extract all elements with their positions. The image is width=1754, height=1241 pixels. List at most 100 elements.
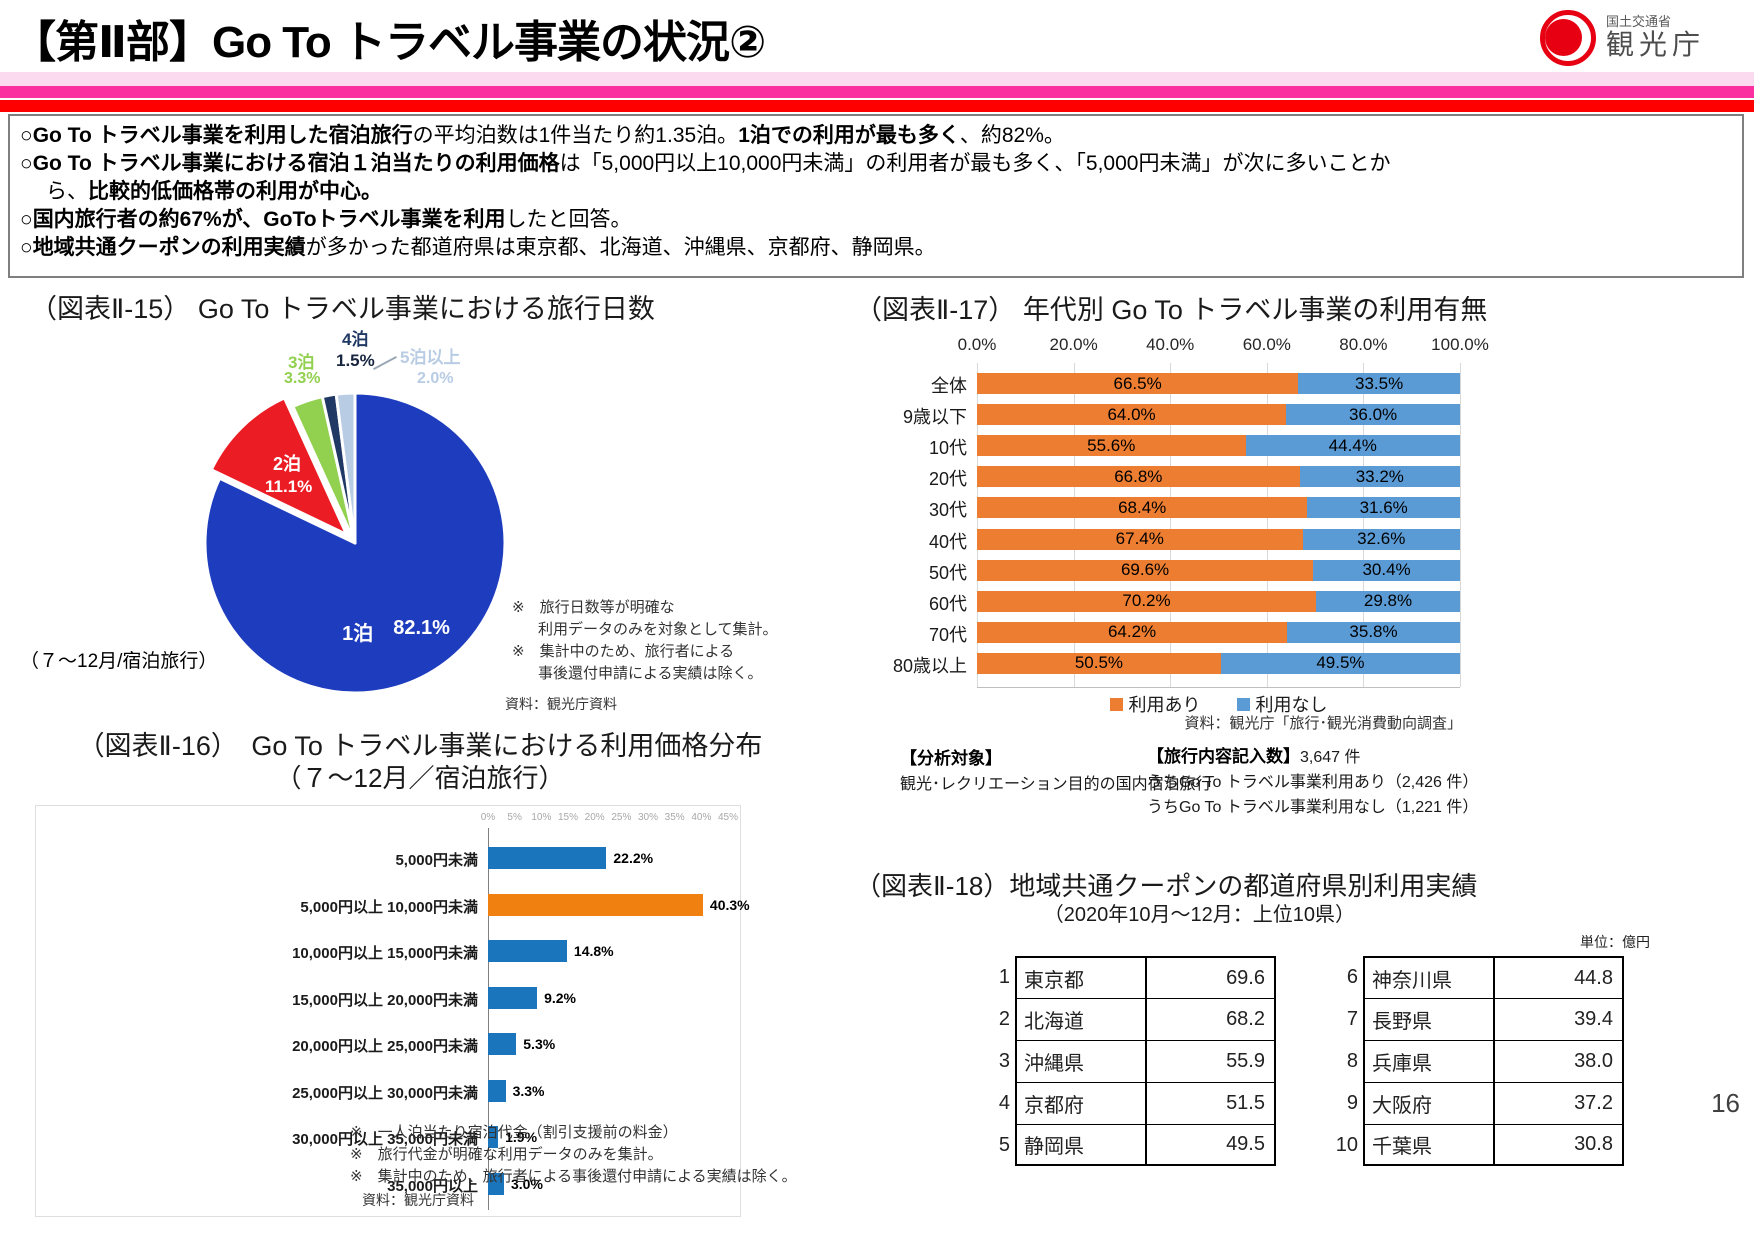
- fig18-unit-label: 単位：億円: [1580, 934, 1650, 950]
- bar-row: 64.0% 36.0%: [977, 404, 1460, 426]
- bar: [488, 1033, 517, 1055]
- category-label: 20,000円以上 25,000円未満: [292, 1038, 478, 1055]
- pie-value-1haku: 82.1%: [393, 617, 450, 639]
- bullet-marker: ○: [20, 208, 33, 231]
- bar-value-label: 14.8%: [573, 943, 614, 959]
- category-label: 30,000円以上 35,000円未満: [292, 1131, 478, 1148]
- x-axis-tick: 5%: [507, 812, 522, 823]
- row-cells: 京都府 51.5: [1015, 1082, 1276, 1124]
- table-row: 2 北海道 68.2: [940, 998, 1276, 1040]
- bar: [488, 1172, 504, 1195]
- gridline: [977, 363, 978, 687]
- legend: 利用あり 利用なし: [977, 691, 1460, 717]
- category-label: 15,000円以上 20,000円未満: [292, 991, 478, 1009]
- row-cells: 静岡県 49.5: [1015, 1124, 1276, 1166]
- bar: [488, 1126, 499, 1148]
- category-label: 全体: [931, 376, 967, 396]
- agency-logo-dot: [1545, 19, 1582, 56]
- pie-value-3haku: 3.3%: [284, 370, 321, 387]
- fig16-notes: ※ 一人泊当たり宿泊代金（割引支援前の料金） ※ 旅行代金が明確な利用データのみ…: [350, 1122, 797, 1188]
- x-axis-tick: 45%: [717, 812, 739, 823]
- summary-text: Go To トラベル事業を利用した宿泊旅行: [32, 124, 413, 147]
- agency-logo-icon: [1540, 10, 1596, 66]
- x-axis-tick: 20%: [584, 812, 605, 823]
- fig15-notes: ※ 旅行日数等が明確な 利用データのみを対象として集計。 ※ 集計中のため、旅行…: [512, 597, 778, 685]
- bar-value-label: 70.2%: [1122, 591, 1171, 611]
- legend-swatch: [1236, 697, 1250, 711]
- category-label: 20代: [928, 469, 967, 490]
- fig18-table-right: 6 神奈川県 44.8 7 長野県 39.4 8 兵庫県 38.0 9 大阪府 37.2 10 千葉県 30…: [1288, 956, 1624, 1166]
- bar-row: 66.8% 33.2%: [977, 466, 1460, 488]
- rank-cell: 1: [998, 965, 1010, 988]
- bar-row: 66.5% 33.5%: [977, 373, 1460, 394]
- bar-value-label: 67.4%: [1115, 529, 1164, 548]
- bar: [488, 893, 703, 916]
- bar: [488, 940, 567, 962]
- bar-value-label: 69.6%: [1120, 560, 1170, 580]
- rank-cell: 10: [1335, 1133, 1358, 1156]
- fig17-entry-count: 【旅行内容記入数】3,647 件 うちGo To トラベル事業利用あり（2,42…: [1147, 744, 1478, 820]
- bar-value-label: 66.8%: [1114, 466, 1163, 486]
- table-row: 3 沖縄県 55.9: [940, 1040, 1276, 1082]
- x-axis-tick: 40.0%: [1146, 335, 1195, 354]
- row-cells: 北海道 68.2: [1015, 998, 1276, 1040]
- row-cells: 兵庫県 38.0: [1363, 1040, 1624, 1082]
- category-label: 10,000円以上 15,000円未満: [292, 945, 478, 962]
- summary-text: したと回答。: [505, 208, 632, 231]
- bar-value-label: 64.2%: [1107, 622, 1157, 642]
- agency-logo-texts: 国土交通省 観光庁: [1606, 15, 1705, 60]
- value-cell: 37.2: [1574, 1092, 1613, 1114]
- bar-segment-利用あり: 69.6%: [977, 559, 1314, 581]
- prefecture-cell: 東京都: [1017, 958, 1147, 998]
- bar-segment-利用なし: 49.5%: [1220, 652, 1460, 674]
- bar-segment-利用あり: 68.4%: [977, 497, 1308, 519]
- fig17-title: （図表Ⅱ-17） 年代別 Go To トラベル事業の利用有無: [855, 295, 1488, 325]
- prefecture-cell: 静岡県: [1017, 1125, 1147, 1164]
- table-row: 8 兵庫県 38.0: [1288, 1040, 1624, 1082]
- category-label: 10代: [928, 438, 967, 459]
- summary-text: Go To トラベル事業における宿泊１泊当たりの利用価格: [32, 152, 560, 175]
- fig18-table-left: 1 東京都 69.6 2 北海道 68.2 3 沖縄県 55.9 4 京都府 51.5 5 静岡県 49.5: [940, 956, 1276, 1166]
- bar-row: 50.5% 49.5%: [977, 652, 1460, 674]
- category-label: 80歳以上: [892, 655, 967, 676]
- bar-row: 55.6% 44.4%: [977, 435, 1460, 457]
- x-axis-tick: 35%: [664, 812, 685, 823]
- axis-line: [977, 687, 1460, 688]
- bar-value-label: 30.4%: [1362, 560, 1411, 580]
- bar-value-label: 35.8%: [1349, 622, 1398, 642]
- bar-row: 64.2% 35.8%: [977, 621, 1460, 643]
- table-row: 10 千葉県 30.8: [1288, 1124, 1624, 1166]
- pie-label-3haku: 3泊: [288, 353, 315, 372]
- summary-text: 、約82%。: [959, 124, 1065, 147]
- fig15-period-note: （７～12月/宿泊旅行）: [20, 651, 218, 672]
- fig16-title-line1: （図表Ⅱ-16） Go To トラベル事業における利用価格分布: [77, 731, 763, 761]
- x-axis-tick: 40%: [691, 812, 712, 823]
- logo-ministry-label: 国土交通省: [1606, 14, 1672, 30]
- bar-segment-利用なし: 30.4%: [1313, 559, 1460, 581]
- pie-value-4haku: 1.5%: [336, 351, 375, 370]
- bar-value-label: 5.3%: [523, 1036, 556, 1052]
- analysis-target-header: 【分析対象】: [900, 749, 1002, 768]
- category-label: 9歳以下: [902, 407, 967, 428]
- bullet-marker: ○: [20, 124, 33, 147]
- bar: [488, 847, 607, 869]
- x-axis-tick: 0.0%: [957, 335, 997, 354]
- prefecture-cell: 北海道: [1017, 999, 1147, 1040]
- bar-segment-利用あり: 50.5%: [977, 652, 1221, 674]
- pie-value-5haku: 2.0%: [417, 370, 454, 387]
- category-label: 25,000円以上 30,000円未満: [292, 1084, 478, 1102]
- legend-swatch: [1109, 697, 1123, 711]
- bar-segment-利用なし: 36.0%: [1286, 404, 1460, 426]
- bar-value-label: 36.0%: [1348, 404, 1398, 424]
- value-cell: 68.2: [1226, 1008, 1265, 1030]
- entry-count-value: 3,647 件: [1300, 749, 1361, 766]
- category-label: 5,000円以上 10,000円未満: [300, 898, 478, 916]
- pie-slice-2泊: [209, 396, 349, 536]
- table-row: 1 東京都 69.6: [940, 956, 1276, 998]
- fig16-source: 資料：観光庁資料: [362, 1192, 474, 1208]
- bar-value-label: 49.5%: [1316, 653, 1365, 673]
- fig15-note-line: 利用データのみを対象として集計。: [538, 621, 778, 638]
- entry-count-unused: うちGo To トラベル事業利用なし（1,221 件）: [1147, 799, 1479, 816]
- bar-value-label: 40.3%: [709, 896, 750, 913]
- pie-leader-line: [373, 356, 397, 370]
